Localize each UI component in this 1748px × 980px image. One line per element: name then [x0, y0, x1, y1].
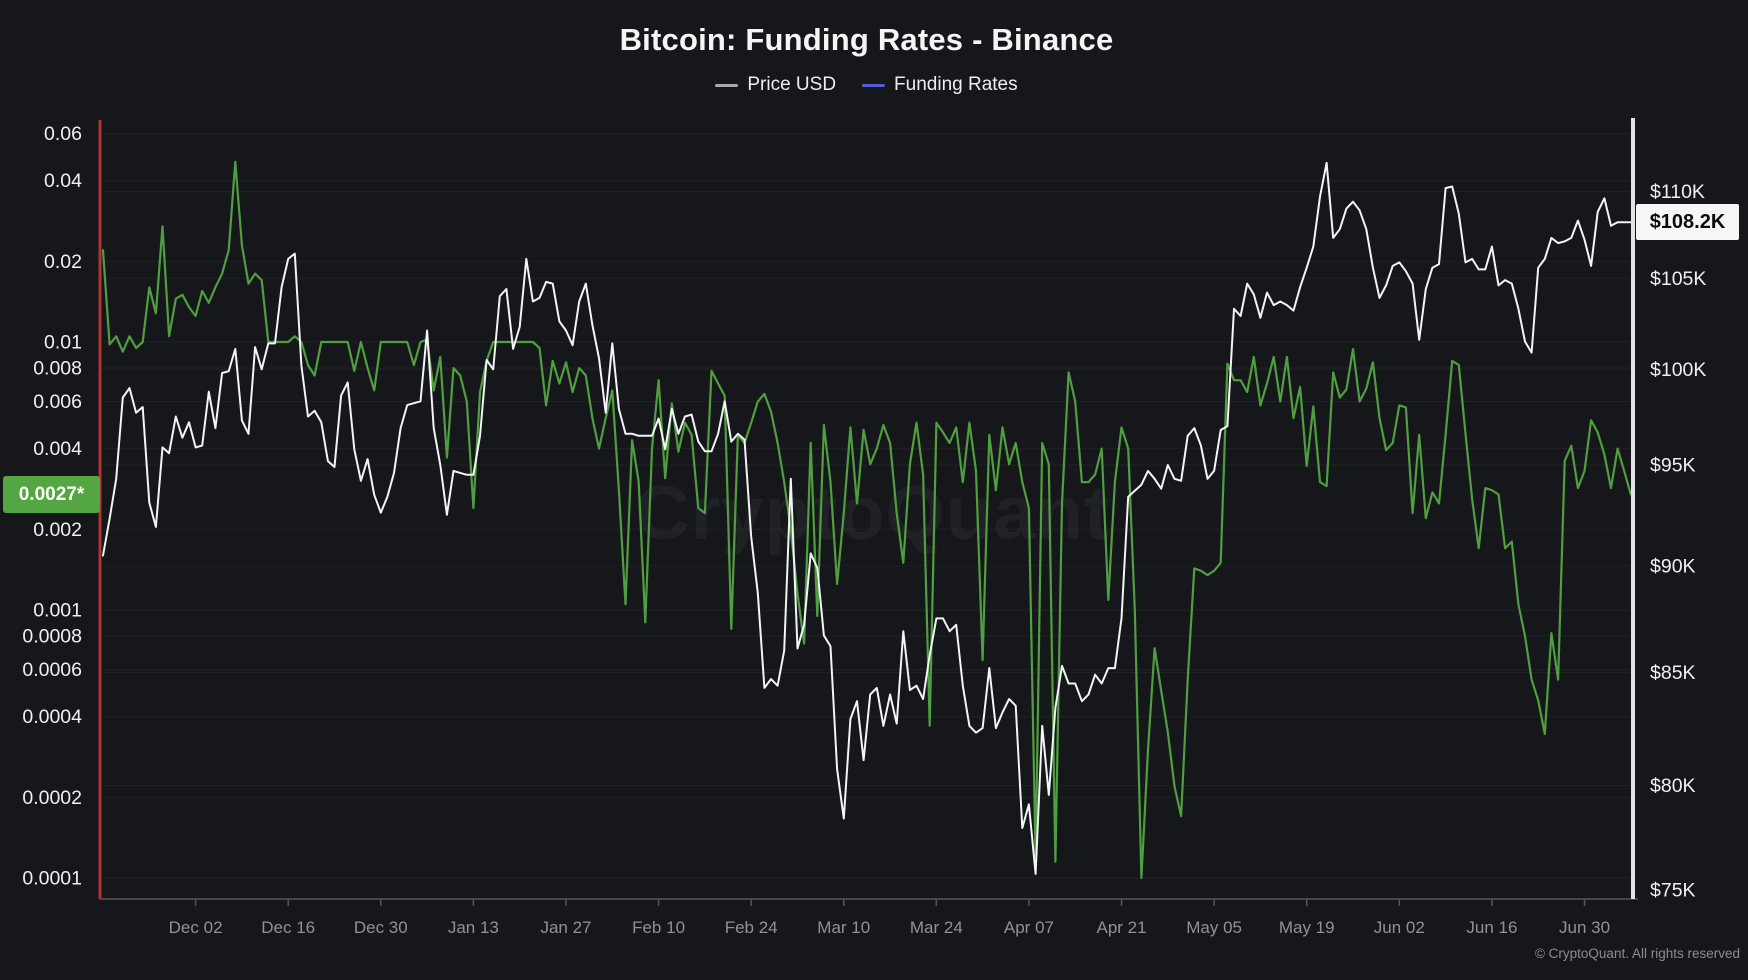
- funding-axis-label: 0.01: [44, 332, 82, 354]
- funding-axis-label: 0.004: [33, 438, 82, 460]
- funding-line-swatch-icon: [862, 83, 886, 87]
- x-axis-label: Dec 16: [261, 918, 315, 937]
- price-axis-label: $75K: [1650, 880, 1696, 902]
- price-axis-label: $85K: [1650, 662, 1696, 684]
- x-axis-label: Dec 02: [169, 918, 223, 937]
- legend-label-funding: Funding Rates: [894, 74, 1018, 95]
- price-line-swatch-icon: [715, 83, 739, 87]
- price-axis-label: $105K: [1650, 268, 1706, 290]
- funding-axis-label: 0.02: [44, 251, 82, 273]
- funding-axis-label: 0.0004: [22, 706, 82, 728]
- x-axis-label: Mar 24: [910, 918, 963, 937]
- x-axis-label: Jan 27: [540, 918, 591, 937]
- funding-rates-line[interactable]: [101, 160, 1632, 880]
- price-current-badge: $108.2K: [1636, 204, 1739, 240]
- funding-axis-label: 0.008: [33, 357, 82, 379]
- funding-axis-label: 0.0001: [22, 868, 82, 890]
- x-axis-label: May 19: [1279, 918, 1335, 937]
- x-axis-label: Feb 10: [632, 918, 685, 937]
- funding-axis-label: 0.006: [33, 391, 82, 413]
- funding-axis-label: 0.002: [33, 519, 82, 541]
- x-axis-label: Feb 24: [725, 918, 778, 937]
- funding-axis-label: 0.04: [44, 170, 82, 192]
- price-usd-line[interactable]: [102, 161, 1632, 875]
- price-axis-label: $95K: [1650, 454, 1696, 476]
- funding-axis-label: 0.0002: [22, 787, 82, 809]
- x-axis-label: Mar 10: [817, 918, 870, 937]
- funding-current-badge: 0.0027*: [3, 476, 100, 513]
- legend-item-price[interactable]: Price USD: [715, 74, 836, 96]
- price-axis-label: $100K: [1650, 359, 1706, 381]
- funding-axis-label: 0.06: [44, 123, 82, 145]
- price-axis-label: $90K: [1650, 555, 1696, 577]
- x-axis-label: Apr 21: [1096, 918, 1146, 937]
- x-axis-label: Jan 13: [448, 918, 499, 937]
- x-axis-label: Dec 30: [354, 918, 408, 937]
- chart-title: Bitcoin: Funding Rates - Binance: [619, 22, 1114, 57]
- legend-label-price: Price USD: [747, 74, 837, 95]
- legend-item-funding[interactable]: Funding Rates: [862, 74, 1018, 96]
- funding-axis-label: 0.0008: [22, 625, 82, 647]
- price-axis-label: $80K: [1650, 775, 1696, 797]
- legend: Price USD Funding Rates: [100, 72, 1633, 98]
- x-axis-label: Apr 07: [1004, 918, 1054, 937]
- x-axis-label: Jun 30: [1559, 918, 1610, 937]
- x-axis-label: Jun 02: [1374, 918, 1425, 937]
- x-axis-label: May 05: [1186, 918, 1242, 937]
- funding-axis-label: 0.0006: [22, 659, 82, 681]
- funding-axis-label: 0.001: [33, 600, 82, 622]
- copyright-text: © CryptoQuant. All rights reserved: [1534, 946, 1740, 961]
- price-axis-label: $110K: [1650, 181, 1705, 203]
- x-axis-label: Jun 16: [1466, 918, 1517, 937]
